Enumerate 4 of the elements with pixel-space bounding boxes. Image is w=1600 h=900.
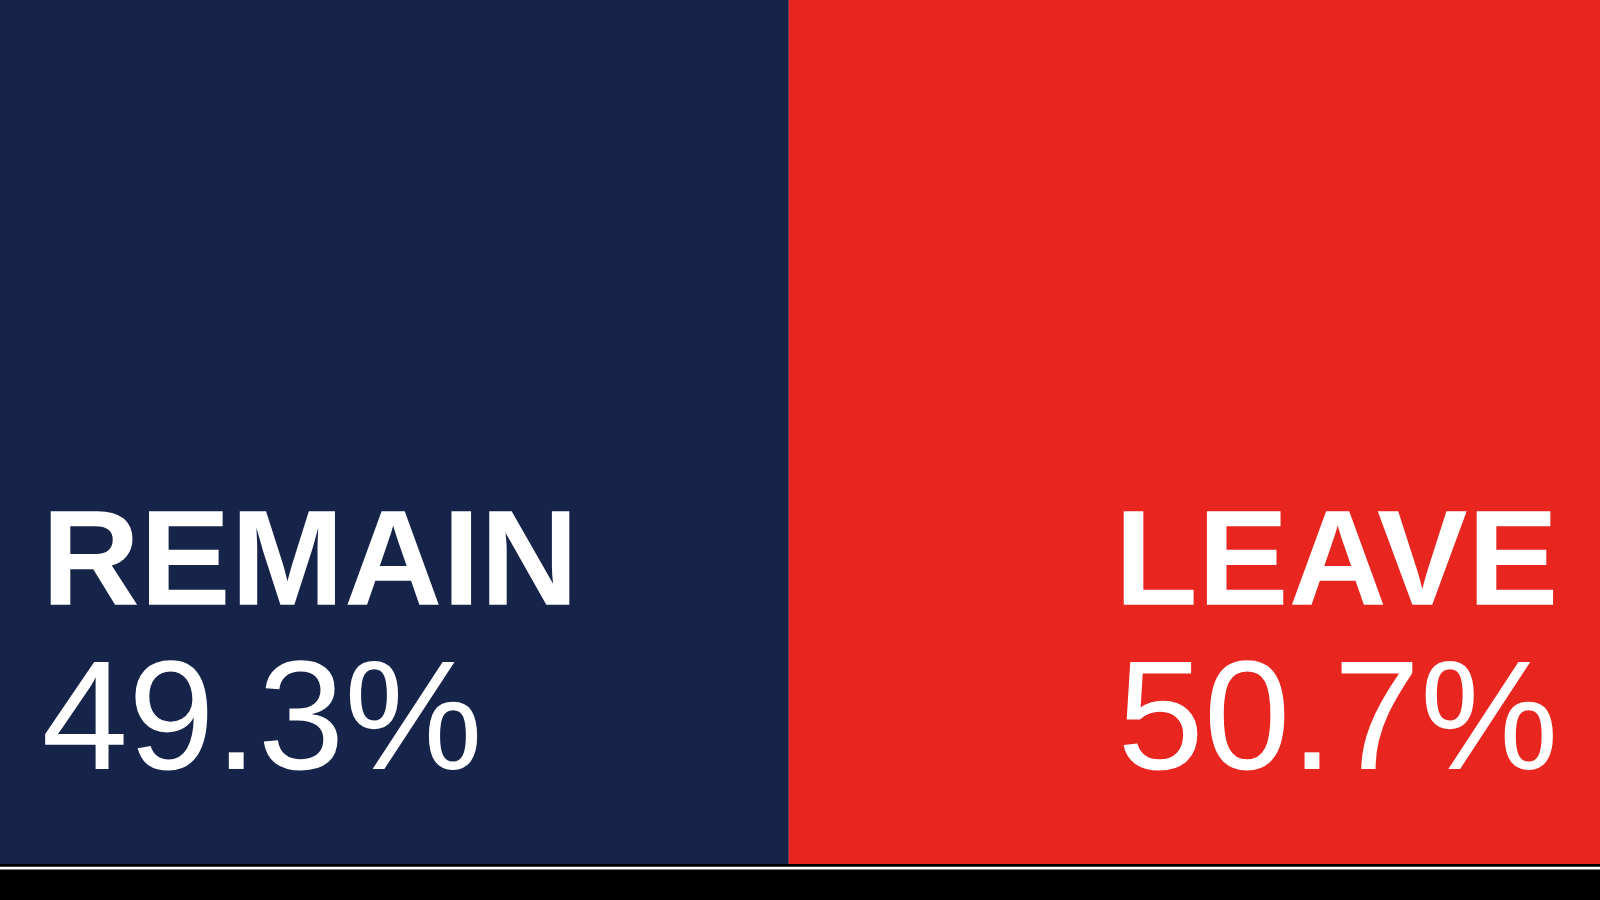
series-label: REMAIN <box>50 511 570 605</box>
series-label: LEAVE <box>1123 511 1554 605</box>
data-label: 50.7% <box>1123 660 1553 771</box>
data-label: 49.3% <box>45 660 478 771</box>
